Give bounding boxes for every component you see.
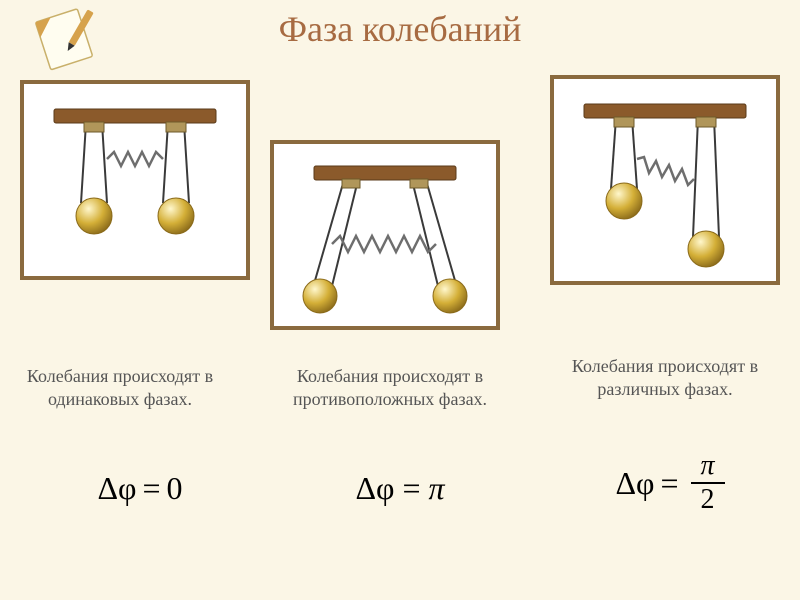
delta-symbol: Δφ: [615, 465, 654, 502]
delta-symbol: Δφ: [355, 470, 394, 507]
equals: =: [402, 470, 420, 507]
formula-opposite-phase: Δφ = π: [310, 470, 490, 507]
caption-opposite-phase: Колебания происходят в противоположных ф…: [275, 365, 505, 410]
numerator: π: [701, 450, 715, 482]
denominator: 2: [691, 482, 725, 516]
caption-different-phase: Колебания происходят в различных фазах.: [560, 355, 770, 400]
formula-same-phase: Δφ = 0: [60, 470, 220, 507]
panel-same-phase: [20, 80, 250, 280]
rhs: π: [429, 470, 445, 507]
page-title: Фаза колебаний: [0, 8, 800, 50]
equals: =: [661, 465, 679, 502]
panel-different-phase: [550, 75, 780, 285]
rhs: 0: [167, 470, 183, 507]
panel-opposite-phase: [270, 140, 500, 330]
pendulum-same-phase: [24, 84, 246, 276]
pendulum-different-phase: [554, 79, 776, 281]
rhs-fraction: π 2: [691, 450, 725, 516]
formula-different-phase: Δφ = π 2: [580, 450, 760, 516]
caption-same-phase: Колебания происходят в одинаковых фазах.: [20, 365, 220, 410]
equals: =: [143, 470, 161, 507]
pendulum-opposite-phase: [274, 144, 496, 326]
delta-symbol: Δφ: [97, 470, 136, 507]
